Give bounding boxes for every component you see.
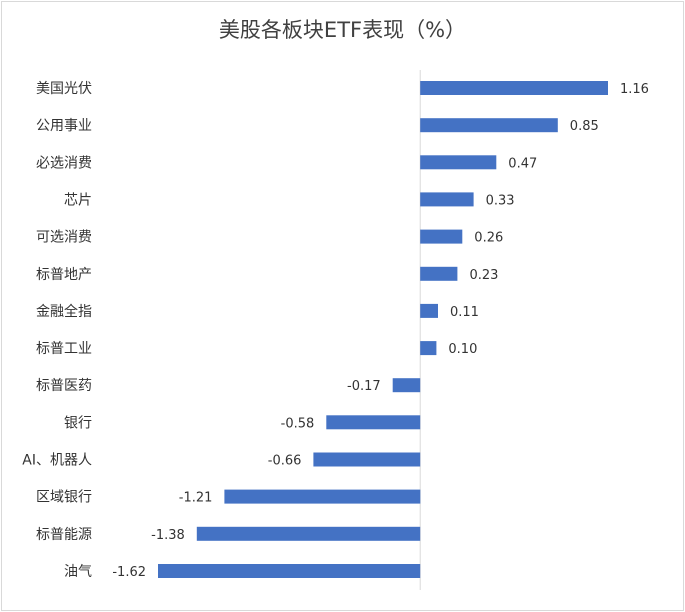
- value-labels: 1.16 0.85 0.47 0.33 0.26 0.23 0.11 0.10 -0.17 -0.…: [112, 82, 649, 580]
- bar: [313, 452, 421, 467]
- category-label: 标普工业: [36, 341, 92, 357]
- category-label: 油气: [64, 564, 92, 580]
- bar: [196, 526, 421, 541]
- category-label: 芯片: [64, 192, 92, 208]
- value-label: 1.16: [620, 82, 649, 97]
- value-label: -0.58: [281, 416, 315, 431]
- value-label: 0.11: [450, 305, 479, 320]
- value-label: 0.85: [570, 119, 599, 134]
- bar: [420, 118, 558, 133]
- bar: [420, 192, 474, 207]
- category-label: 必选消费: [36, 155, 92, 171]
- category-label: 美国光伏: [36, 81, 92, 97]
- value-label: 0.26: [474, 231, 503, 246]
- value-label: -1.62: [112, 565, 146, 580]
- bar: [420, 229, 463, 244]
- bar: [392, 378, 421, 393]
- value-label: 0.23: [470, 268, 499, 283]
- value-label: -1.38: [151, 528, 185, 543]
- category-label: 金融全指: [36, 303, 92, 320]
- category-label: 可选消费: [36, 230, 92, 246]
- category-label: AI、机器人: [22, 453, 92, 469]
- bar: [420, 81, 608, 95]
- category-label: 标普医药: [36, 378, 92, 394]
- value-label: 0.33: [486, 193, 515, 208]
- bar: [420, 266, 458, 281]
- value-label: 0.47: [508, 156, 537, 171]
- value-label: -0.17: [347, 379, 381, 394]
- value-label: 0.10: [448, 342, 477, 357]
- bar: [326, 415, 421, 430]
- category-label: 标普能源: [36, 527, 92, 543]
- category-label: 公用事业: [36, 118, 92, 134]
- value-label: -1.21: [179, 491, 213, 506]
- bars-group: [158, 81, 608, 578]
- value-label: -0.66: [268, 454, 302, 469]
- category-label: 标普地产: [36, 267, 92, 283]
- bar: [420, 155, 497, 170]
- bar: [224, 489, 421, 504]
- bar: [420, 303, 438, 318]
- chart-title: 美股各板块ETF表现（%）: [218, 18, 467, 42]
- category-label: 区域银行: [36, 490, 92, 506]
- bar: [158, 564, 421, 578]
- bar: [420, 341, 437, 356]
- category-label: 银行: [64, 415, 92, 431]
